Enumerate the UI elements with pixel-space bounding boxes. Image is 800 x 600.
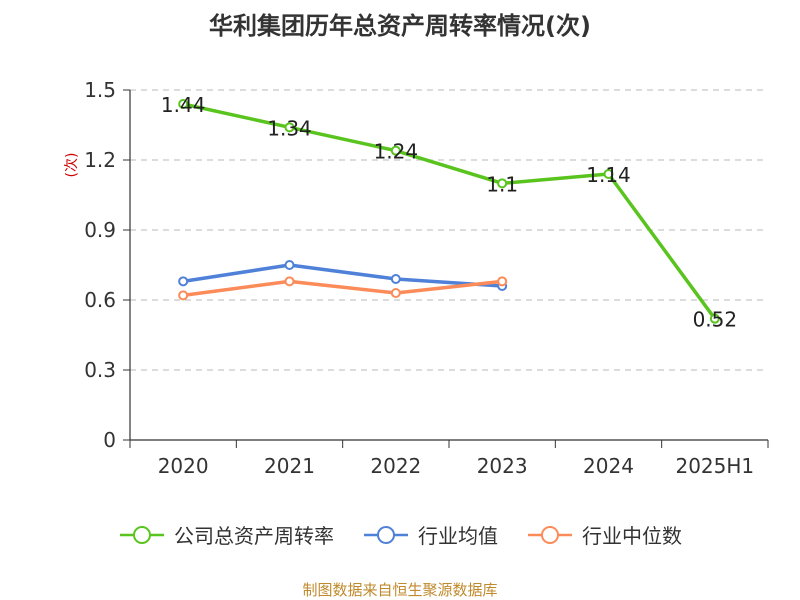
legend-label: 行业中位数 bbox=[582, 524, 682, 548]
y-tick-label: 1.5 bbox=[84, 78, 116, 102]
legend-item[interactable]: 公司总资产周转率 bbox=[118, 520, 334, 549]
data-point bbox=[178, 290, 189, 301]
data-point bbox=[178, 99, 189, 109]
data-point bbox=[390, 274, 401, 284]
gridlines bbox=[130, 89, 768, 371]
data-label: 1.34 bbox=[267, 116, 312, 140]
legend-item[interactable]: 行业中位数 bbox=[526, 520, 682, 549]
legend-item[interactable]: 行业均值 bbox=[362, 520, 498, 549]
data-point bbox=[284, 260, 295, 270]
legend: 公司总资产周转率 行业均值 行业中位数 bbox=[0, 520, 800, 549]
x-tick-label: 2022 bbox=[370, 454, 421, 478]
data-point bbox=[390, 288, 401, 298]
y-tick-label: 0.9 bbox=[84, 218, 116, 242]
data-point bbox=[390, 145, 401, 156]
y-tick-label: 0.3 bbox=[84, 358, 116, 382]
y-tick-label: 0 bbox=[103, 428, 116, 452]
x-tick-label: 2023 bbox=[477, 454, 528, 478]
legend-label: 公司总资产周转率 bbox=[174, 524, 334, 548]
data-labels: 1.44 1.34 1.24 1.1 1.14 0.52 bbox=[161, 93, 737, 332]
data-point bbox=[497, 178, 508, 189]
series-line-1 bbox=[182, 263, 503, 288]
series-line-0 bbox=[182, 102, 717, 320]
data-point bbox=[284, 122, 295, 133]
chart-title: 华利集团历年总资产周转率情况(次) bbox=[209, 12, 591, 40]
legend-swatch bbox=[364, 525, 408, 544]
legend-swatch bbox=[120, 525, 164, 544]
data-point bbox=[284, 276, 295, 287]
axes: 0 0.3 0.6 0.9 1.2 1.5 2020 2021 2022 2023 2024 2025… bbox=[64, 78, 769, 478]
legend-swatch bbox=[528, 525, 572, 544]
source-note: 制图数据来自恒生聚源数据库 bbox=[302, 581, 498, 599]
x-tick-label: 2020 bbox=[158, 454, 209, 478]
x-tick-label: 2025H1 bbox=[675, 454, 754, 478]
series-line-2 bbox=[182, 279, 503, 298]
y-tick-label: 0.6 bbox=[84, 288, 116, 312]
data-point bbox=[603, 169, 614, 179]
data-label: 0.52 bbox=[693, 308, 738, 332]
data-label: 1.1 bbox=[486, 172, 518, 196]
x-tick-label: 2024 bbox=[583, 454, 634, 478]
x-tick-label: 2021 bbox=[264, 454, 315, 478]
series-lines bbox=[178, 99, 720, 324]
legend-label: 行业均值 bbox=[418, 524, 498, 548]
data-point bbox=[497, 276, 508, 287]
y-tick-label: 1.2 bbox=[84, 148, 116, 172]
y-axis-label: (次) bbox=[64, 153, 80, 178]
data-point bbox=[178, 276, 189, 287]
data-point bbox=[709, 313, 720, 324]
data-label: 1.24 bbox=[374, 140, 419, 164]
data-label: 1.14 bbox=[586, 163, 631, 187]
data-label: 1.44 bbox=[161, 93, 206, 117]
